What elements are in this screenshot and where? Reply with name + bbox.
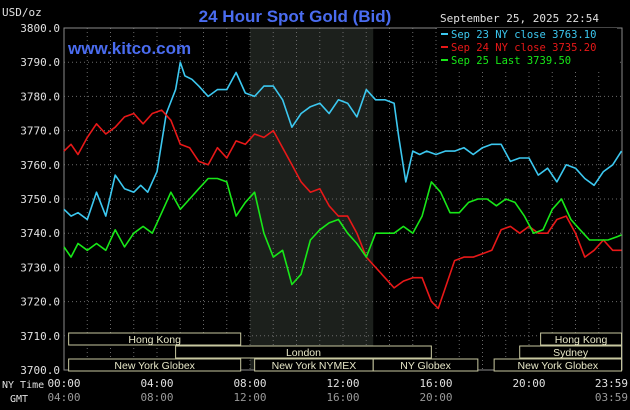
y-tick-label: 3780.0 (20, 90, 60, 103)
legend-label-2: Sep 24 NY close 3735.20 (451, 42, 596, 54)
x-tick-label-ny: 16:00 (419, 377, 452, 390)
x-tick-label-ny: 23:59 (595, 377, 628, 390)
legend-label-1: Sep 23 NY close 3763.10 (451, 29, 596, 41)
y-tick-label: 3700.0 (20, 364, 60, 377)
session-bar (68, 358, 242, 372)
session-bars: Hong Kong London New York Globex New York N… (68, 332, 623, 372)
session-label: Sydney (553, 347, 589, 359)
y-axis-unit: USD/oz (2, 6, 42, 19)
plot-area (63, 27, 623, 371)
x-row-label-gmt: GMT (10, 394, 28, 405)
session-label: Hong Kong (128, 334, 181, 346)
y-tick-label: 3710.0 (20, 330, 60, 343)
legend-box (437, 28, 617, 69)
x-tick-label-ny: 20:00 (512, 377, 545, 390)
y-tick-label: 3800.0 (20, 22, 60, 35)
date-label: September 25, 2025 22:54 (440, 12, 599, 25)
y-ticks: 3800.0 3790.0 3780.0 3770.0 3760.0 3750.0 3740… (20, 22, 60, 377)
session-bar (175, 345, 432, 359)
x-tick-label-ny: 04:00 (140, 377, 173, 390)
series-line-3 (63, 177, 622, 286)
session-label: New York Globex (518, 360, 599, 372)
x-tick-label-gmt: 16:00 (326, 391, 359, 404)
session-label: NY Globex (400, 360, 451, 372)
session-bar (372, 358, 479, 372)
session-bar (493, 358, 623, 372)
x-tick-label-ny: 00:00 (47, 377, 80, 390)
y-tick-label: 3730.0 (20, 261, 60, 274)
x-tick-label-gmt: 12:00 (233, 391, 266, 404)
session-bar (68, 332, 242, 346)
legend-label-3: Sep 25 Last 3739.50 (451, 55, 571, 67)
x-tick-label-gmt: 03:59 (595, 391, 628, 404)
watermark: www.kitco.com (67, 39, 191, 58)
x-tick-label-gmt: 04:00 (47, 391, 80, 404)
series-line-1 (63, 61, 623, 221)
session-bar (540, 332, 623, 346)
x-tick-label-gmt: 08:00 (140, 391, 173, 404)
x-tick-label-ny: 12:00 (326, 377, 359, 390)
x-tick-label-gmt: 20:00 (419, 391, 452, 404)
session-label: London (286, 347, 321, 359)
session-label: New York NYMEX (272, 360, 357, 372)
session-bar (519, 345, 623, 359)
y-tick-label: 3750.0 (20, 193, 60, 206)
session-label: New York Globex (114, 360, 195, 372)
x-tick-label-ny: 08:00 (233, 377, 266, 390)
y-tick-label: 3790.0 (20, 56, 60, 69)
x-ticks: 00:00 04:00 08:00 12:00 16:00 20:00 23:5904:00… (47, 377, 628, 404)
y-tick-label: 3740.0 (20, 227, 60, 240)
y-tick-label: 3760.0 (20, 159, 60, 172)
session-label: Hong Kong (555, 334, 608, 346)
y-tick-label: 3720.0 (20, 296, 60, 309)
y-tick-label: 3770.0 (20, 125, 60, 138)
x-row-label-ny: NY Time (2, 380, 44, 391)
series-line-2 (63, 109, 622, 310)
chart-title: 24 Hour Spot Gold (Bid) (199, 7, 392, 26)
